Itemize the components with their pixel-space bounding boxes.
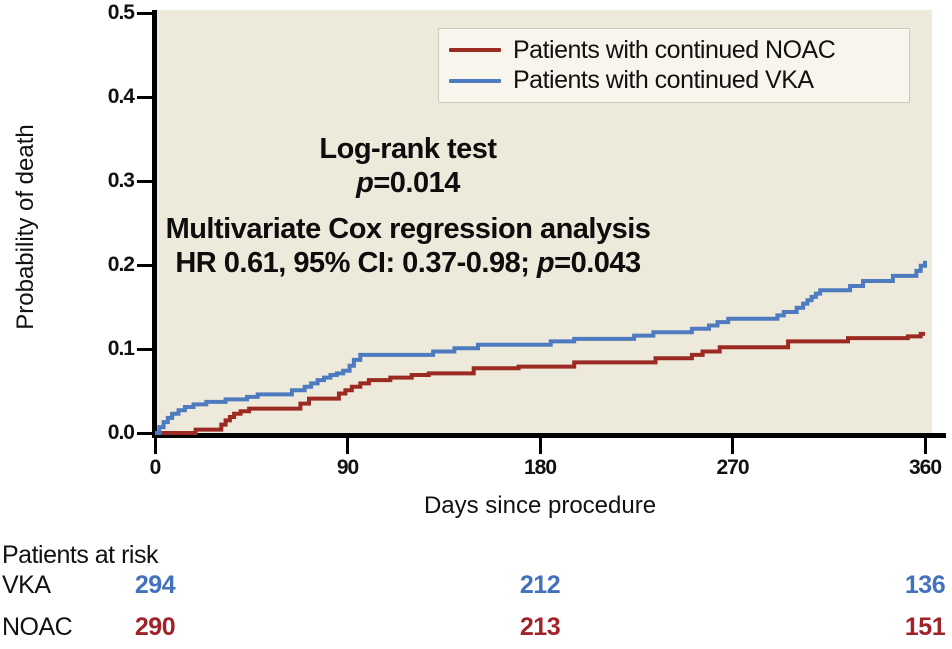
y-tick-label: 0.5 <box>107 1 135 24</box>
x-tick <box>923 438 927 454</box>
y-tick <box>137 431 153 435</box>
y-tick-label: 0.3 <box>107 169 135 192</box>
y-tick-label: 0.4 <box>107 85 135 108</box>
risk-count-vka-0: 294 <box>134 571 176 599</box>
risk-count-noac-0: 290 <box>134 613 176 641</box>
p-symbol: p <box>536 247 555 280</box>
x-tick-label: 270 <box>716 456 749 479</box>
legend-item-vka: Patients with continued VKA <box>449 66 909 96</box>
risk-row-label-vka: VKA <box>2 571 51 599</box>
p-value-text: =0.043 <box>554 247 641 280</box>
vka-curve <box>155 260 927 435</box>
logrank-title: Log-rank test <box>319 133 497 165</box>
noac-line-swatch <box>449 48 501 53</box>
x-axis-line <box>152 433 946 438</box>
x-tick <box>346 438 349 454</box>
legend-label-vka: Patients with continued VKA <box>513 66 814 95</box>
cox-title: Multivariate Cox regression analysis <box>165 213 651 245</box>
y-tick-label: 0.1 <box>107 337 135 360</box>
x-tick-label: 0 <box>149 456 162 479</box>
y-tick <box>137 179 153 183</box>
x-tick <box>153 438 157 454</box>
x-tick-label: 360 <box>908 456 942 479</box>
x-tick <box>731 438 734 454</box>
y-axis-line <box>152 10 157 438</box>
risk-count-noac-180: 213 <box>519 613 561 641</box>
hr-text: HR 0.61, 95% CI: 0.37-0.98; <box>175 247 537 280</box>
risk-count-vka-180: 212 <box>519 571 561 599</box>
y-tick <box>137 347 153 351</box>
cox-hr-line: HR 0.61, 95% CI: 0.37-0.98; p=0.043 <box>108 246 708 280</box>
vka-line-swatch <box>449 78 501 83</box>
risk-row-label-noac: NOAC <box>2 613 73 641</box>
risk-table-title: Patients at risk <box>2 541 158 569</box>
y-tick <box>137 263 153 267</box>
legend-label-noac: Patients with continued NOAC <box>513 35 836 64</box>
x-tick-label: 180 <box>523 456 557 479</box>
risk-count-vka-360: 136 <box>904 571 946 599</box>
logrank-p-value: p=0.014 <box>108 166 708 200</box>
y-tick <box>137 95 153 99</box>
risk-count-noac-360: 151 <box>904 613 946 641</box>
y-tick-label: 0.0 <box>107 421 135 444</box>
x-tick-label: 90 <box>336 456 359 479</box>
y-tick <box>137 11 153 15</box>
p-symbol: p <box>356 167 374 200</box>
noac-curve <box>155 331 925 435</box>
x-tick <box>538 438 542 454</box>
y-tick-label: 0.2 <box>107 253 135 276</box>
legend-item-noac: Patients with continued NOAC <box>449 35 909 65</box>
logrank-annotation: Log-rank test p=0.014 <box>108 132 708 200</box>
x-axis-title: Days since procedure <box>423 492 657 519</box>
legend: Patients with continued NOAC Patients wi… <box>438 28 910 103</box>
cox-annotation: Multivariate Cox regression analysis HR … <box>108 212 708 280</box>
p-value-text: =0.014 <box>373 167 460 200</box>
